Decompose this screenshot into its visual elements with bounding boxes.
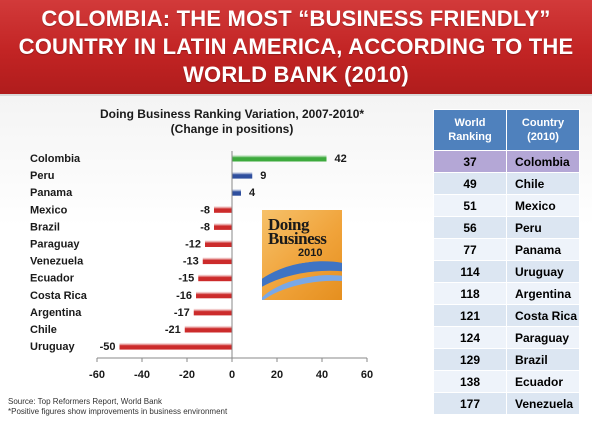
bar [198, 274, 232, 282]
source-line: Source: Top Reformers Report, World Bank [8, 397, 162, 406]
rank-cell: 56 [433, 216, 507, 239]
table-row: 56 Peru [433, 216, 580, 239]
x-tick-label: 0 [229, 369, 235, 381]
bar [232, 171, 253, 179]
bar [196, 291, 232, 299]
table-row: 77 Panama [433, 238, 580, 261]
logo-text-doing: Doing [268, 215, 309, 234]
banner-title-line-1: COLOMBIA: THE MOST “BUSINESS FRIENDLY” [41, 6, 551, 31]
banner-title-line-3: WORLD BANK (2010) [183, 62, 409, 87]
table-header-row: World Ranking Country (2010) [433, 109, 580, 151]
data-label: -21 [165, 324, 181, 336]
rank-cell: 37 [433, 150, 507, 173]
bar [214, 205, 232, 213]
category-label: Panama [30, 187, 73, 199]
header-world-ranking: World Ranking [433, 109, 507, 151]
bar [119, 342, 232, 350]
category-label: Argentina [30, 307, 82, 319]
chart-title-block: Doing Business Ranking Variation, 2007-2… [82, 107, 382, 137]
chart-subtitle: (Change in positions) [170, 122, 294, 136]
x-tick-label: 60 [361, 369, 373, 381]
category-label: Uruguay [30, 341, 76, 353]
category-label: Chile [30, 324, 57, 336]
table-row: 177 Venezuela [433, 392, 580, 415]
table-row: 121 Costa Rica [433, 304, 580, 327]
category-label: Brazil [30, 221, 60, 233]
bar [232, 154, 327, 162]
data-label: -15 [178, 273, 194, 285]
x-tick-label: -40 [134, 369, 150, 381]
rank-cell: 121 [433, 304, 507, 327]
data-label: 4 [249, 187, 256, 199]
data-label: -12 [185, 239, 201, 251]
data-label: -17 [174, 307, 190, 319]
table-row: 124 Paraguay [433, 326, 580, 349]
data-label: -8 [200, 221, 210, 233]
country-cell: Panama [506, 238, 580, 261]
country-cell: Brazil [506, 348, 580, 371]
table-row: 118 Argentina [433, 282, 580, 305]
logo-text-business: Business [268, 229, 327, 248]
x-tick-label: -20 [179, 369, 195, 381]
country-cell: Argentina [506, 282, 580, 305]
rank-cell: 124 [433, 326, 507, 349]
category-label: Peru [30, 170, 54, 182]
data-label: -50 [100, 341, 116, 353]
category-label: Colombia [30, 153, 81, 165]
footnote-line: *Positive figures show improvements in b… [8, 407, 228, 416]
category-label: Costa Rica [30, 290, 88, 302]
data-label: 42 [335, 153, 347, 165]
header-country: Country (2010) [506, 109, 580, 151]
bar [205, 240, 232, 247]
table-row: 37 Colombia [433, 150, 580, 173]
country-cell: Peru [506, 216, 580, 239]
data-label: -16 [176, 290, 192, 302]
table-row: 114 Uruguay [433, 260, 580, 283]
country-cell: Chile [506, 172, 580, 195]
title-banner: COLOMBIA: THE MOST “BUSINESS FRIENDLY” C… [0, 0, 592, 96]
country-cell: Costa Rica [506, 304, 580, 327]
country-cell: Paraguay [506, 326, 580, 349]
data-label: -8 [200, 204, 210, 216]
category-label: Mexico [30, 204, 68, 216]
data-label: 9 [260, 170, 266, 182]
bar [193, 308, 232, 316]
country-cell: Mexico [506, 194, 580, 217]
bar [232, 188, 241, 196]
ranking-variation-chart: Colombia 42 Peru 9 Panama 4 Mexico -8 Brazil -8 Pa… [30, 151, 373, 381]
category-label: Ecuador [30, 273, 75, 285]
table-row: 51 Mexico [433, 194, 580, 217]
rank-cell: 129 [433, 348, 507, 371]
doing-business-logo: Doing Business 2010 [262, 210, 342, 300]
rank-cell: 138 [433, 370, 507, 393]
world-ranking-table: World Ranking Country (2010) 37 Colombia 4… [433, 109, 580, 415]
rank-cell: 118 [433, 282, 507, 305]
table-row: 138 Ecuador [433, 370, 580, 393]
bar [184, 325, 232, 333]
category-label: Paraguay [30, 239, 80, 251]
country-cell: Ecuador [506, 370, 580, 393]
source-note: Source: Top Reformers Report, World Bank… [8, 397, 227, 417]
table-row: 49 Chile [433, 172, 580, 195]
x-tick-label: -60 [89, 369, 105, 381]
table-row: 129 Brazil [433, 348, 580, 371]
rank-cell: 49 [433, 172, 507, 195]
rank-cell: 51 [433, 194, 507, 217]
logo-year: 2010 [298, 247, 323, 259]
rank-cell: 77 [433, 238, 507, 261]
country-cell: Colombia [506, 150, 580, 173]
x-tick-label: 40 [316, 369, 328, 381]
chart-title: Doing Business Ranking Variation, 2007-2… [99, 107, 365, 121]
country-cell: Uruguay [506, 260, 580, 283]
bar [202, 257, 232, 265]
data-label: -13 [183, 256, 199, 268]
bar [214, 222, 232, 230]
category-label: Venezuela [30, 256, 84, 268]
rank-cell: 177 [433, 392, 507, 415]
country-cell: Venezuela [506, 392, 580, 415]
x-tick-label: 20 [271, 369, 283, 381]
rank-cell: 114 [433, 260, 507, 283]
banner-title-line-2: COUNTRY IN LATIN AMERICA, ACCORDING TO T… [18, 34, 574, 59]
